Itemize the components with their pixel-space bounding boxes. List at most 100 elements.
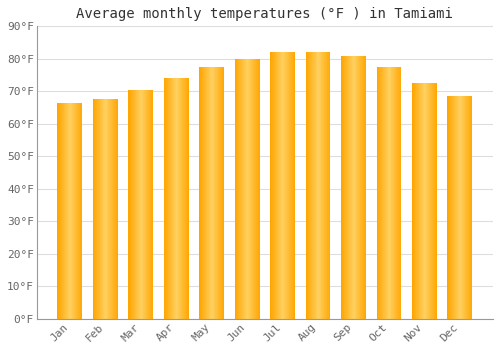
Bar (152, 90, 153, 319)
Bar (450, 96, 451, 319)
Bar (416, 83, 417, 319)
Bar (294, 52, 295, 319)
Bar (136, 90, 137, 319)
Title: Average monthly temperatures (°F ) in Tamiami: Average monthly temperatures (°F ) in Ta… (76, 7, 454, 21)
Bar (382, 67, 383, 319)
Bar (356, 56, 358, 319)
Bar (461, 96, 462, 319)
Bar (378, 67, 379, 319)
Bar (354, 56, 355, 319)
Bar (142, 90, 144, 319)
Bar (206, 67, 208, 319)
Bar (213, 67, 214, 319)
Bar (427, 83, 428, 319)
Bar (428, 83, 429, 319)
Bar (249, 59, 250, 319)
Bar (395, 67, 396, 319)
Bar (254, 59, 255, 319)
Bar (202, 67, 203, 319)
Bar (460, 96, 461, 319)
Bar (454, 96, 455, 319)
Bar (344, 56, 345, 319)
Bar (149, 90, 150, 319)
Bar (420, 83, 422, 319)
Bar (317, 52, 318, 319)
Bar (285, 52, 286, 319)
Bar (363, 56, 364, 319)
Bar (239, 59, 240, 319)
Bar (61, 103, 62, 319)
Bar (435, 83, 436, 319)
Bar (415, 83, 416, 319)
Bar (400, 67, 401, 319)
Bar (113, 99, 114, 319)
Bar (200, 67, 201, 319)
Bar (453, 96, 454, 319)
Bar (412, 83, 414, 319)
Bar (327, 52, 328, 319)
Bar (471, 96, 472, 319)
Bar (425, 83, 426, 319)
Bar (313, 52, 314, 319)
Bar (135, 90, 136, 319)
Bar (74, 103, 75, 319)
Bar (103, 99, 104, 319)
Bar (417, 83, 418, 319)
Bar (381, 67, 382, 319)
Bar (430, 83, 432, 319)
Bar (79, 103, 80, 319)
Bar (309, 52, 310, 319)
Bar (177, 78, 178, 319)
Bar (94, 99, 95, 319)
Bar (276, 52, 277, 319)
Bar (63, 103, 64, 319)
Bar (141, 90, 142, 319)
Bar (283, 52, 284, 319)
Bar (470, 96, 471, 319)
Bar (396, 67, 397, 319)
Bar (99, 99, 100, 319)
Bar (71, 103, 72, 319)
Bar (362, 56, 363, 319)
Bar (178, 78, 180, 319)
Bar (314, 52, 315, 319)
Bar (457, 96, 458, 319)
Bar (247, 59, 248, 319)
Bar (399, 67, 400, 319)
Bar (237, 59, 238, 319)
Bar (392, 67, 394, 319)
Bar (270, 52, 271, 319)
Bar (167, 78, 168, 319)
Bar (350, 56, 351, 319)
Bar (465, 96, 466, 319)
Bar (292, 52, 293, 319)
Bar (469, 96, 470, 319)
Bar (147, 90, 148, 319)
Bar (181, 78, 182, 319)
Bar (62, 103, 63, 319)
Bar (235, 59, 236, 319)
Bar (255, 59, 256, 319)
Bar (272, 52, 274, 319)
Bar (310, 52, 311, 319)
Bar (106, 99, 107, 319)
Bar (308, 52, 309, 319)
Bar (394, 67, 395, 319)
Bar (216, 67, 218, 319)
Bar (463, 96, 464, 319)
Bar (165, 78, 166, 319)
Bar (359, 56, 360, 319)
Bar (98, 99, 99, 319)
Bar (214, 67, 215, 319)
Bar (391, 67, 392, 319)
Bar (75, 103, 76, 319)
Bar (65, 103, 66, 319)
Bar (183, 78, 184, 319)
Bar (343, 56, 344, 319)
Bar (455, 96, 456, 319)
Bar (137, 90, 138, 319)
Bar (322, 52, 323, 319)
Bar (93, 99, 94, 319)
Bar (456, 96, 457, 319)
Bar (100, 99, 101, 319)
